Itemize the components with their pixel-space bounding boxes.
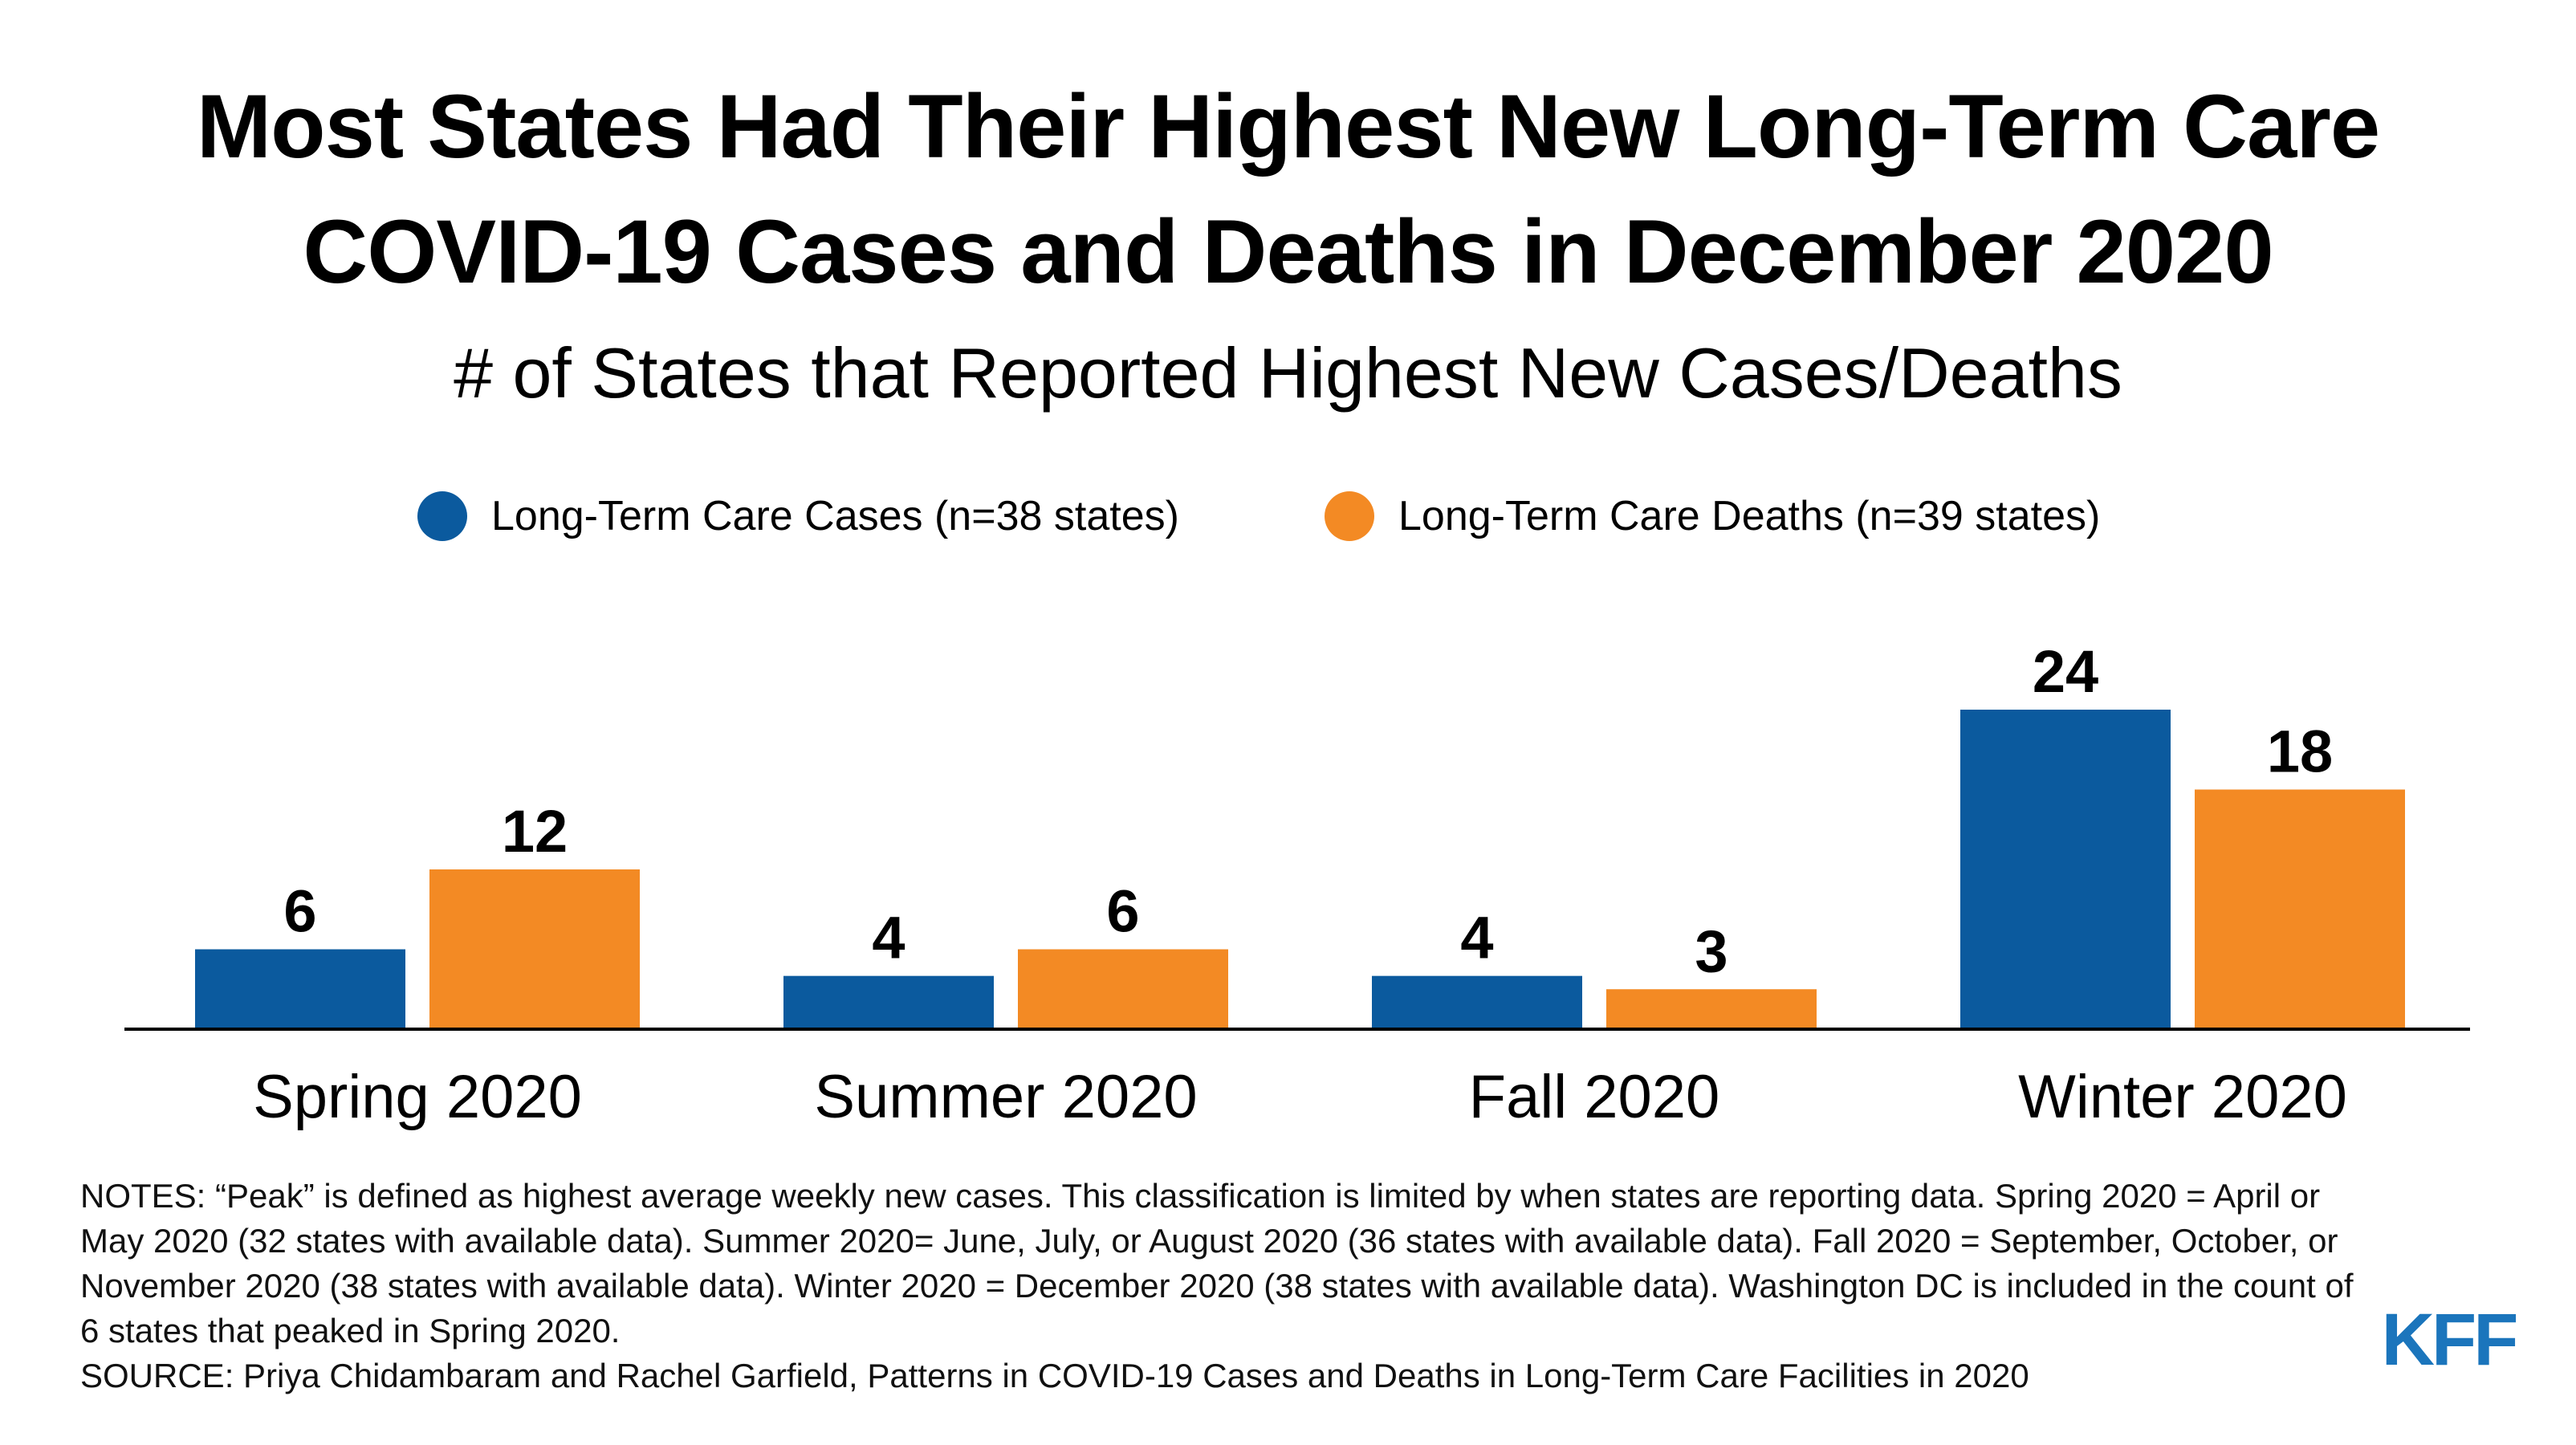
legend-item-cases: Long-Term Care Cases (n=38 states) bbox=[417, 480, 1179, 552]
bar-cases-summer-2020 bbox=[783, 975, 994, 1029]
bar-deaths-summer-2020 bbox=[1018, 949, 1228, 1029]
bar-cases-winter-2020 bbox=[1960, 710, 2171, 1029]
value-label-cases-spring-2020: 6 bbox=[283, 878, 316, 945]
notes-text: NOTES: “Peak” is defined as highest aver… bbox=[80, 1177, 2354, 1349]
kff-logo-text: KFF bbox=[2382, 1307, 2517, 1371]
legend-item-deaths: Long-Term Care Deaths (n=39 states) bbox=[1325, 480, 2100, 552]
notes-block: NOTES: “Peak” is defined as highest aver… bbox=[80, 1174, 2376, 1398]
value-label-cases-fall-2020: 4 bbox=[1460, 905, 1493, 971]
value-label-deaths-summer-2020: 6 bbox=[1106, 878, 1139, 945]
legend: Long-Term Care Cases (n=38 states) Long-… bbox=[0, 480, 2576, 552]
category-label-spring-2020: Spring 2020 bbox=[253, 1063, 582, 1131]
title-line-2: COVID-19 Cases and Deaths in December 20… bbox=[303, 201, 2273, 302]
bar-cases-fall-2020 bbox=[1372, 975, 1582, 1029]
bar-deaths-fall-2020 bbox=[1606, 989, 1817, 1029]
value-label-deaths-spring-2020: 12 bbox=[502, 798, 568, 865]
legend-label-cases: Long-Term Care Cases (n=38 states) bbox=[491, 493, 1179, 539]
bar-deaths-spring-2020 bbox=[429, 869, 640, 1029]
bar-deaths-winter-2020 bbox=[2195, 789, 2405, 1029]
chart-subtitle: # of States that Reported Highest New Ca… bbox=[454, 333, 2122, 413]
value-label-deaths-winter-2020: 18 bbox=[2267, 718, 2333, 785]
kff-logo: KFF bbox=[2382, 1307, 2520, 1371]
value-label-cases-summer-2020: 4 bbox=[872, 905, 905, 971]
value-label-deaths-fall-2020: 3 bbox=[1695, 918, 1728, 984]
legend-swatch-deaths bbox=[1325, 491, 1374, 541]
value-label-cases-winter-2020: 24 bbox=[2033, 638, 2098, 705]
bar-chart: 6 12 Spring 2020 4 6 Summer 2020 4 3 Fall 2020 24… bbox=[124, 638, 2470, 1131]
category-label-fall-2020: Fall 2020 bbox=[1469, 1063, 1720, 1131]
category-label-summer-2020: Summer 2020 bbox=[814, 1063, 1197, 1131]
chart-title: Most States Had Their Highest New Long-T… bbox=[0, 64, 2576, 315]
source-text: SOURCE: Priya Chidambaram and Rachel Gar… bbox=[80, 1357, 2029, 1394]
legend-label-deaths: Long-Term Care Deaths (n=39 states) bbox=[1398, 493, 2101, 539]
legend-swatch-cases bbox=[417, 491, 467, 541]
category-label-winter-2020: Winter 2020 bbox=[2018, 1063, 2347, 1131]
title-line-1: Most States Had Their Highest New Long-T… bbox=[196, 76, 2380, 177]
bar-cases-spring-2020 bbox=[195, 949, 405, 1029]
